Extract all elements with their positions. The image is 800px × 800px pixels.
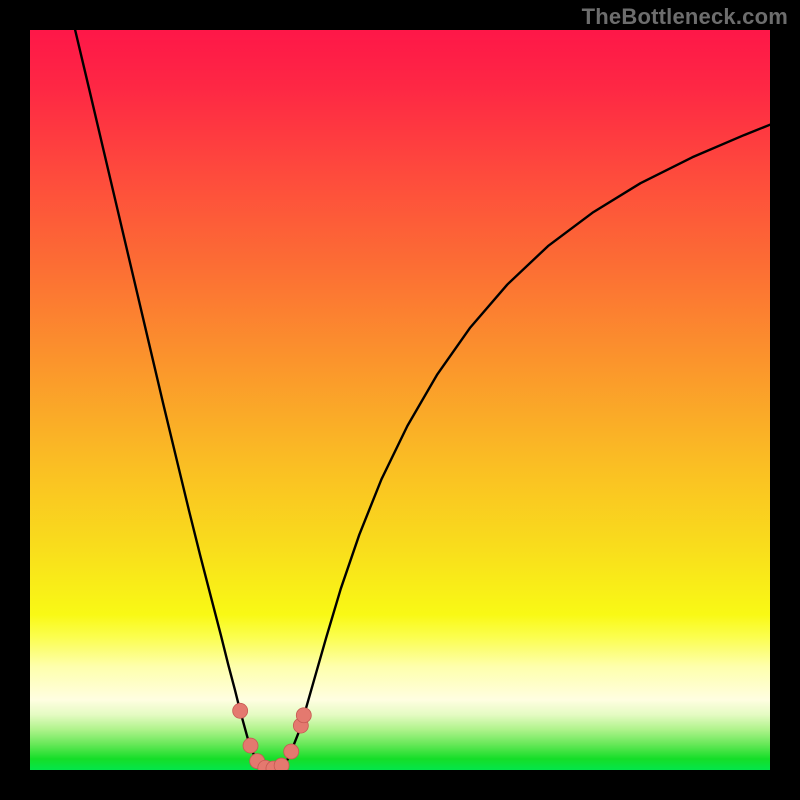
data-marker xyxy=(243,738,258,753)
data-marker xyxy=(274,758,289,770)
plot-area xyxy=(30,30,770,770)
v-curve-right xyxy=(272,125,770,770)
data-marker xyxy=(233,703,248,718)
curve-layer xyxy=(30,30,770,770)
chart-frame: TheBottleneck.com xyxy=(0,0,800,800)
watermark-text: TheBottleneck.com xyxy=(582,4,788,30)
v-curve-left xyxy=(75,30,272,769)
marker-group xyxy=(233,703,312,770)
data-marker xyxy=(296,708,311,723)
data-marker xyxy=(284,744,299,759)
